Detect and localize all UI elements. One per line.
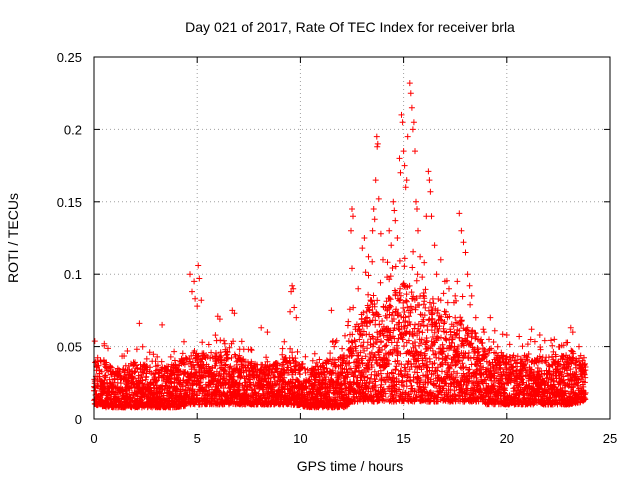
x-tick-label: 25: [603, 431, 617, 446]
plot-frame: [93, 56, 611, 420]
x-tick-label: 5: [194, 431, 201, 446]
y-tick-label: 0.25: [57, 50, 82, 65]
y-tick-label: 0.2: [64, 122, 82, 137]
grid: [94, 57, 610, 419]
y-axis-label: ROTI / TECUs: [5, 193, 21, 283]
y-tick-label: 0.1: [64, 267, 82, 282]
x-tick-label: 15: [396, 431, 410, 446]
chart-title: Day 021 of 2017, Rate Of TEC Index for r…: [185, 19, 515, 35]
x-tick-label: 20: [500, 431, 514, 446]
axis-ticks: 0 5 10 15 20 25 0 0.05 0.1 0.15 0.2 0.25: [57, 50, 618, 446]
x-tick-label: 10: [293, 431, 307, 446]
y-tick-label: 0: [75, 412, 82, 427]
x-tick-label: 0: [90, 431, 97, 446]
y-tick-label: 0.15: [57, 195, 82, 210]
x-axis-label: GPS time / hours: [297, 458, 404, 474]
y-tick-label: 0.05: [57, 340, 82, 355]
